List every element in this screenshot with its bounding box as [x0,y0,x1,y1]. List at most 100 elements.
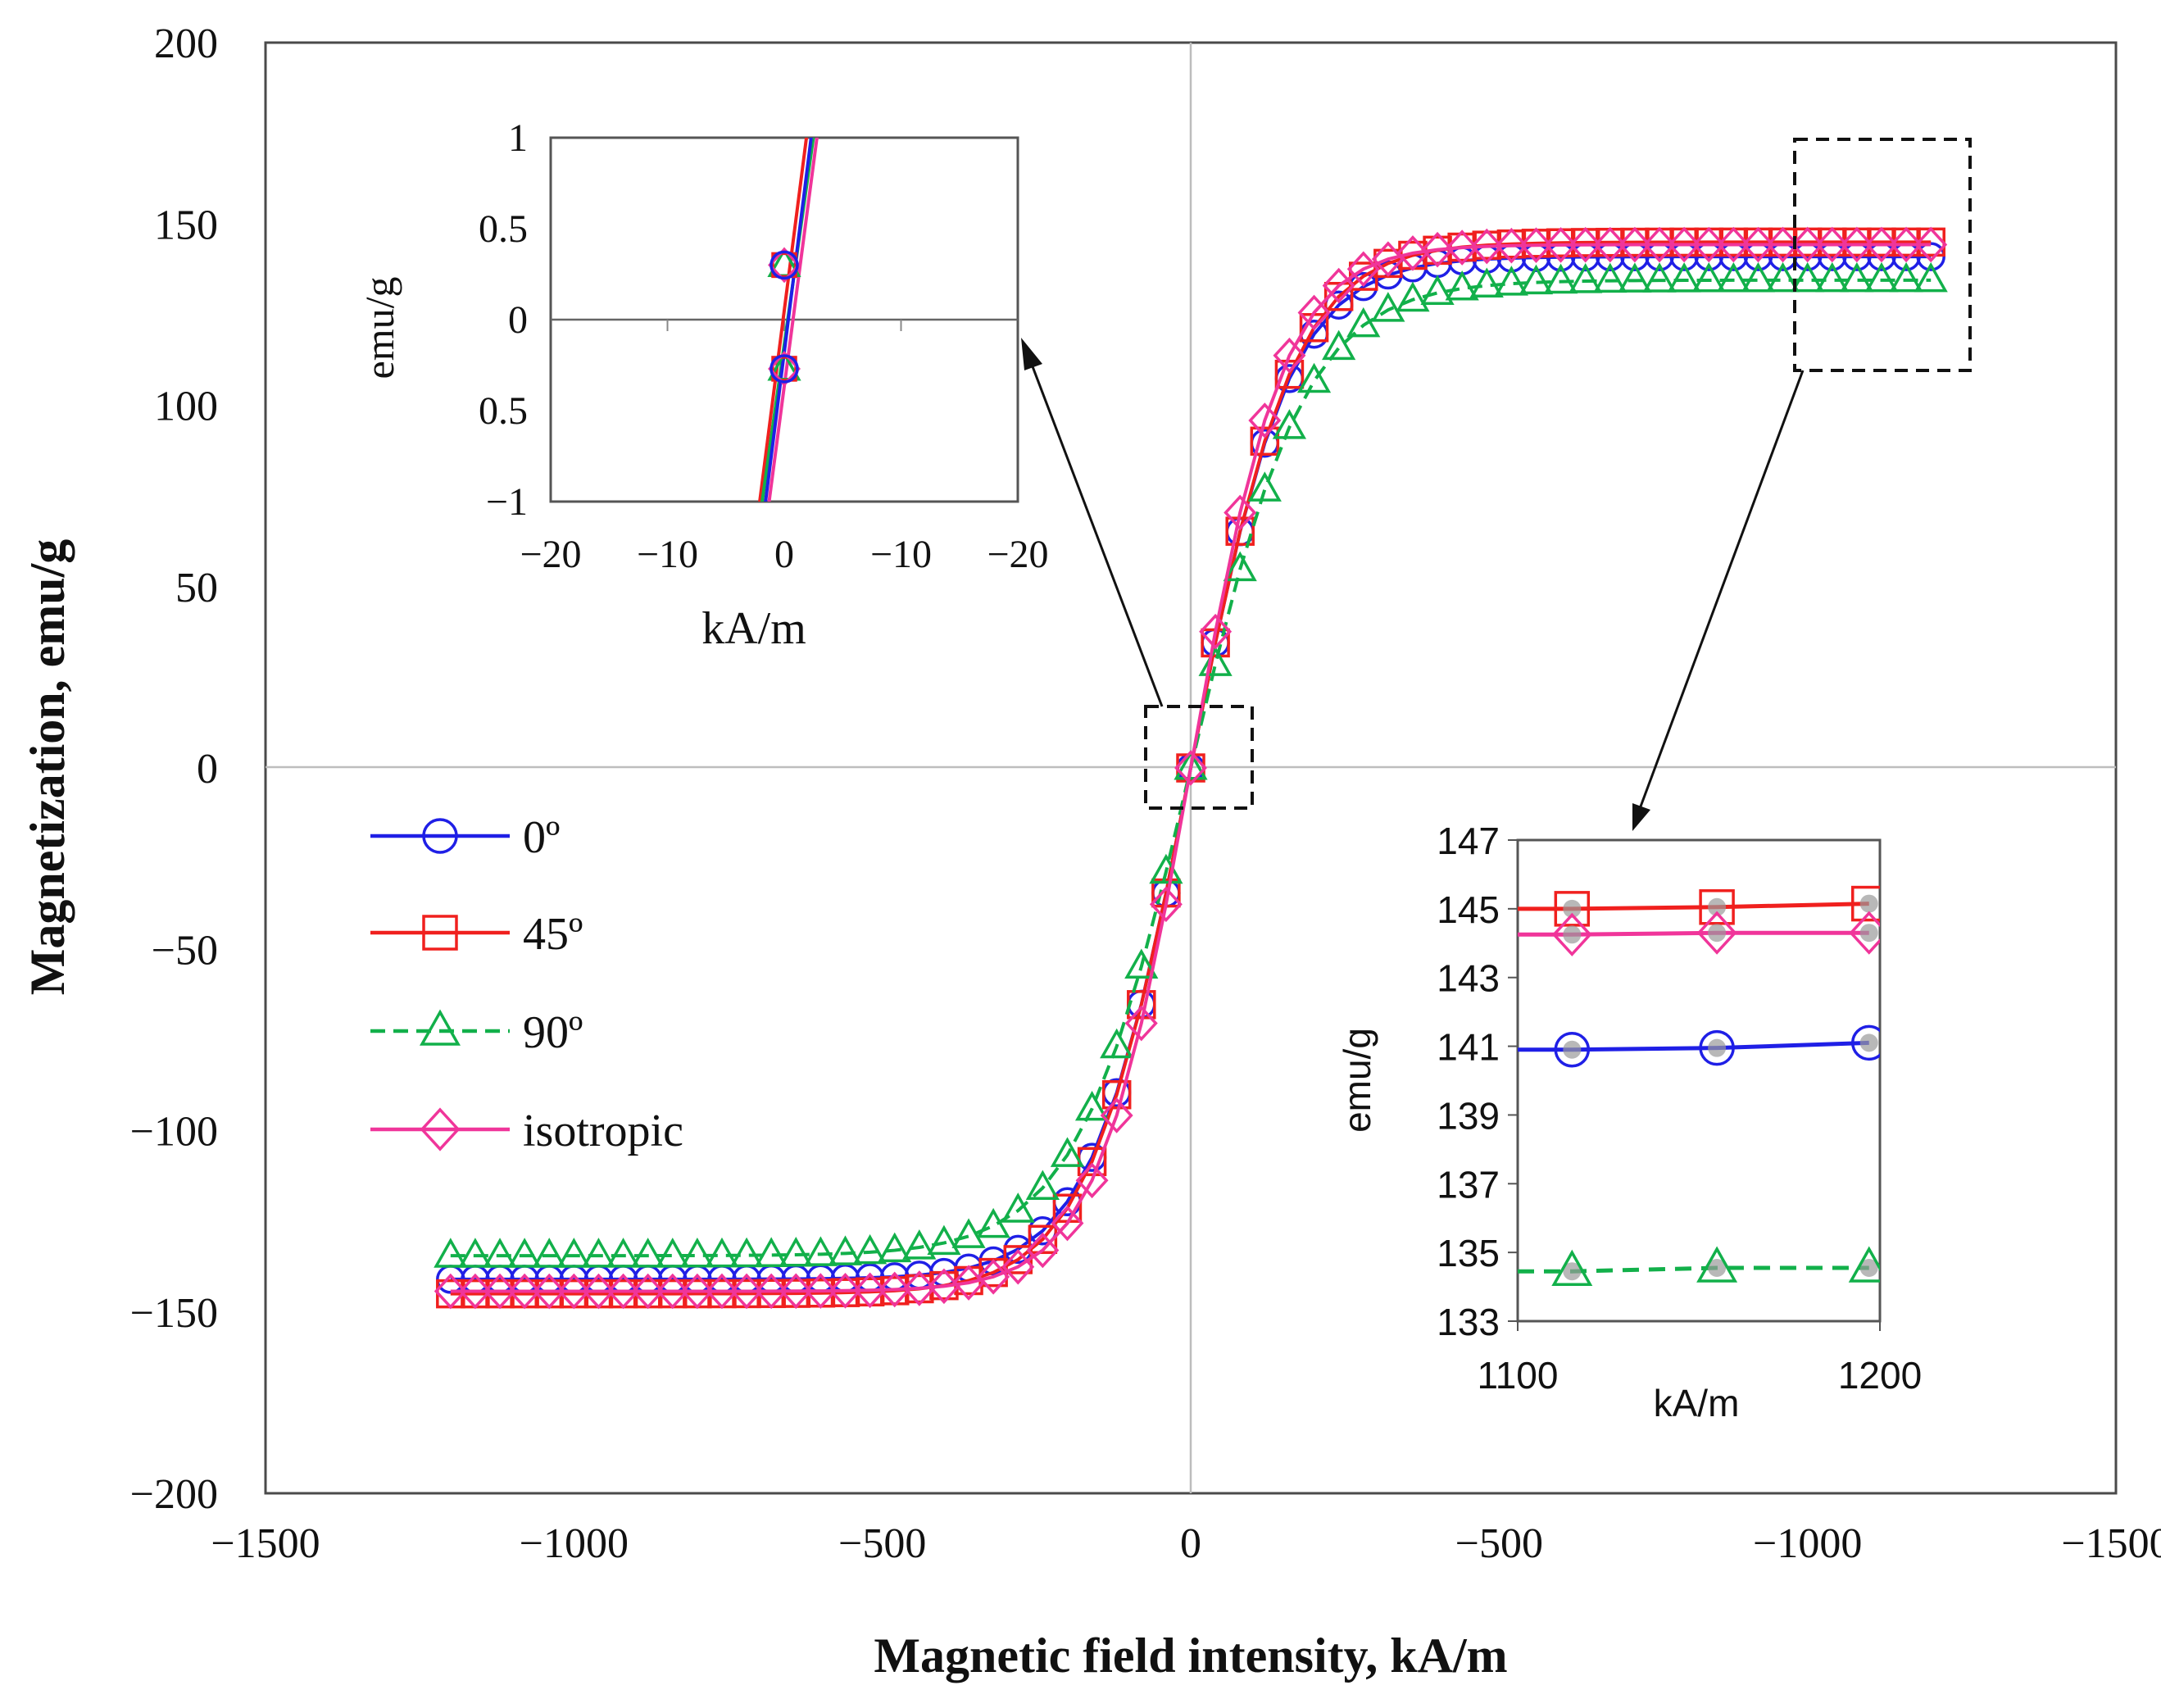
data-point [1593,226,1627,263]
legend: 0º 45º 90º isotropic [370,812,683,1156]
main-xtick-label: −1500 [2061,1520,2161,1567]
data-point [1840,226,1873,263]
data-point [1914,261,1948,293]
inset-high-series [1518,885,1880,1286]
data-point [483,1238,517,1268]
data-point [977,1259,1010,1295]
main-xtick-label: −1500 [211,1520,320,1567]
data-point [1544,227,1578,263]
data-point [1323,281,1354,311]
inset-low-xtick-label: −10 [870,533,932,576]
data-point [656,1238,690,1268]
inset-low-ytick-label: 0.5 [479,207,528,251]
data-point [1101,1079,1132,1110]
inset-low-ytick-label: 1 [508,116,528,160]
data-point [556,1238,591,1268]
data-point [1248,402,1282,438]
data-point [1346,251,1380,288]
data-point [729,1237,764,1268]
data-point [1224,494,1257,531]
legend-item: isotropic [370,1106,683,1156]
data-point [1198,646,1233,676]
inset-low-field: −20 −10 0 −10 −20 1 0.5 0 0.5 −1 [479,116,1049,576]
data-point [631,1273,665,1310]
data-point [606,1238,641,1268]
data-point [1124,948,1159,979]
data-point [1741,261,1776,293]
arrow-to-inset-high [1632,370,1805,831]
data-point [1001,1192,1035,1223]
inset-low-ytick-label: 0.5 [479,389,528,433]
main-series [434,226,1948,1310]
data-point [1322,329,1356,361]
data-point [434,1238,468,1268]
data-point [1396,281,1430,312]
inset-low-line [764,138,813,502]
legend-marker [422,915,458,951]
inset-high-point [1554,891,1591,927]
data-point [730,1273,764,1310]
inset-high-line [1518,1265,1869,1274]
inset-high-point-fill [1708,897,1727,916]
legend-item: 0º [370,812,560,863]
legend-item: 90º [370,1007,583,1058]
data-point [606,1273,640,1310]
inset-low-line [758,138,809,502]
data-point [1618,226,1651,263]
zoom-box-center [1144,705,1254,810]
data-point [1100,1028,1134,1059]
data-point [1322,267,1355,304]
data-point [1717,226,1750,263]
data-point [1074,1090,1110,1121]
data-point [1642,262,1677,293]
inset-high-point [1699,1029,1735,1066]
inset-high-ytick-label: 147 [1437,820,1500,862]
main-ylabel: Magnetization, emu/g [20,539,75,996]
data-point [828,1235,863,1265]
data-point [829,1273,862,1309]
main-ytick-label: 0 [197,746,218,793]
main-xlabel: Magnetic field intensity, kA/m [874,1629,1507,1683]
inset-low-ylabel: emu/g [356,277,402,379]
main-ytick-label: 150 [154,202,218,248]
data-point [458,1238,493,1268]
inset-high-point-fill [1859,924,1878,943]
data-point [902,1270,936,1306]
inset-high-ytick-label: 141 [1437,1026,1500,1069]
main-ytick-label: 200 [154,20,218,67]
data-point [1028,1224,1058,1255]
data-point [779,1273,813,1310]
data-point [1470,228,1504,265]
inset-high-ytick-label: 135 [1437,1232,1500,1274]
data-point [1250,426,1280,457]
inset-high-point [1850,885,1880,922]
data-point [1025,1170,1060,1201]
inset-low-ytick-label: −1 [486,480,528,524]
inset-high-line [1518,902,1869,911]
inset-high-point-fill [1563,925,1582,944]
inset-high-field: 147 145 143 141 139 137 135 133 1100 1200 [1437,820,1922,1397]
inset-low-marker [768,247,801,284]
data-point [1420,275,1455,305]
data-point [656,1273,689,1310]
data-point [705,1237,739,1268]
data-point [680,1237,715,1268]
data-point [976,1207,1010,1238]
main-xtick-label: −500 [1455,1520,1543,1567]
data-point [1174,750,1208,780]
series-isotropic [434,226,1948,1310]
data-point [1569,263,1603,293]
data-point [1223,551,1257,582]
data-point [1889,261,1923,293]
inset-low-xtick-label: 0 [774,533,794,576]
main-xtick-label: −1000 [520,1520,629,1567]
inset-high-point-fill [1859,1259,1878,1278]
inset-low-marker [770,250,799,280]
main-xtick-label: −1000 [1753,1520,1862,1567]
data-point [1495,227,1528,264]
data-point [1469,267,1504,298]
inset-high-point-fill [1708,1038,1727,1057]
data-point [458,1273,492,1310]
data-point [434,1273,467,1310]
